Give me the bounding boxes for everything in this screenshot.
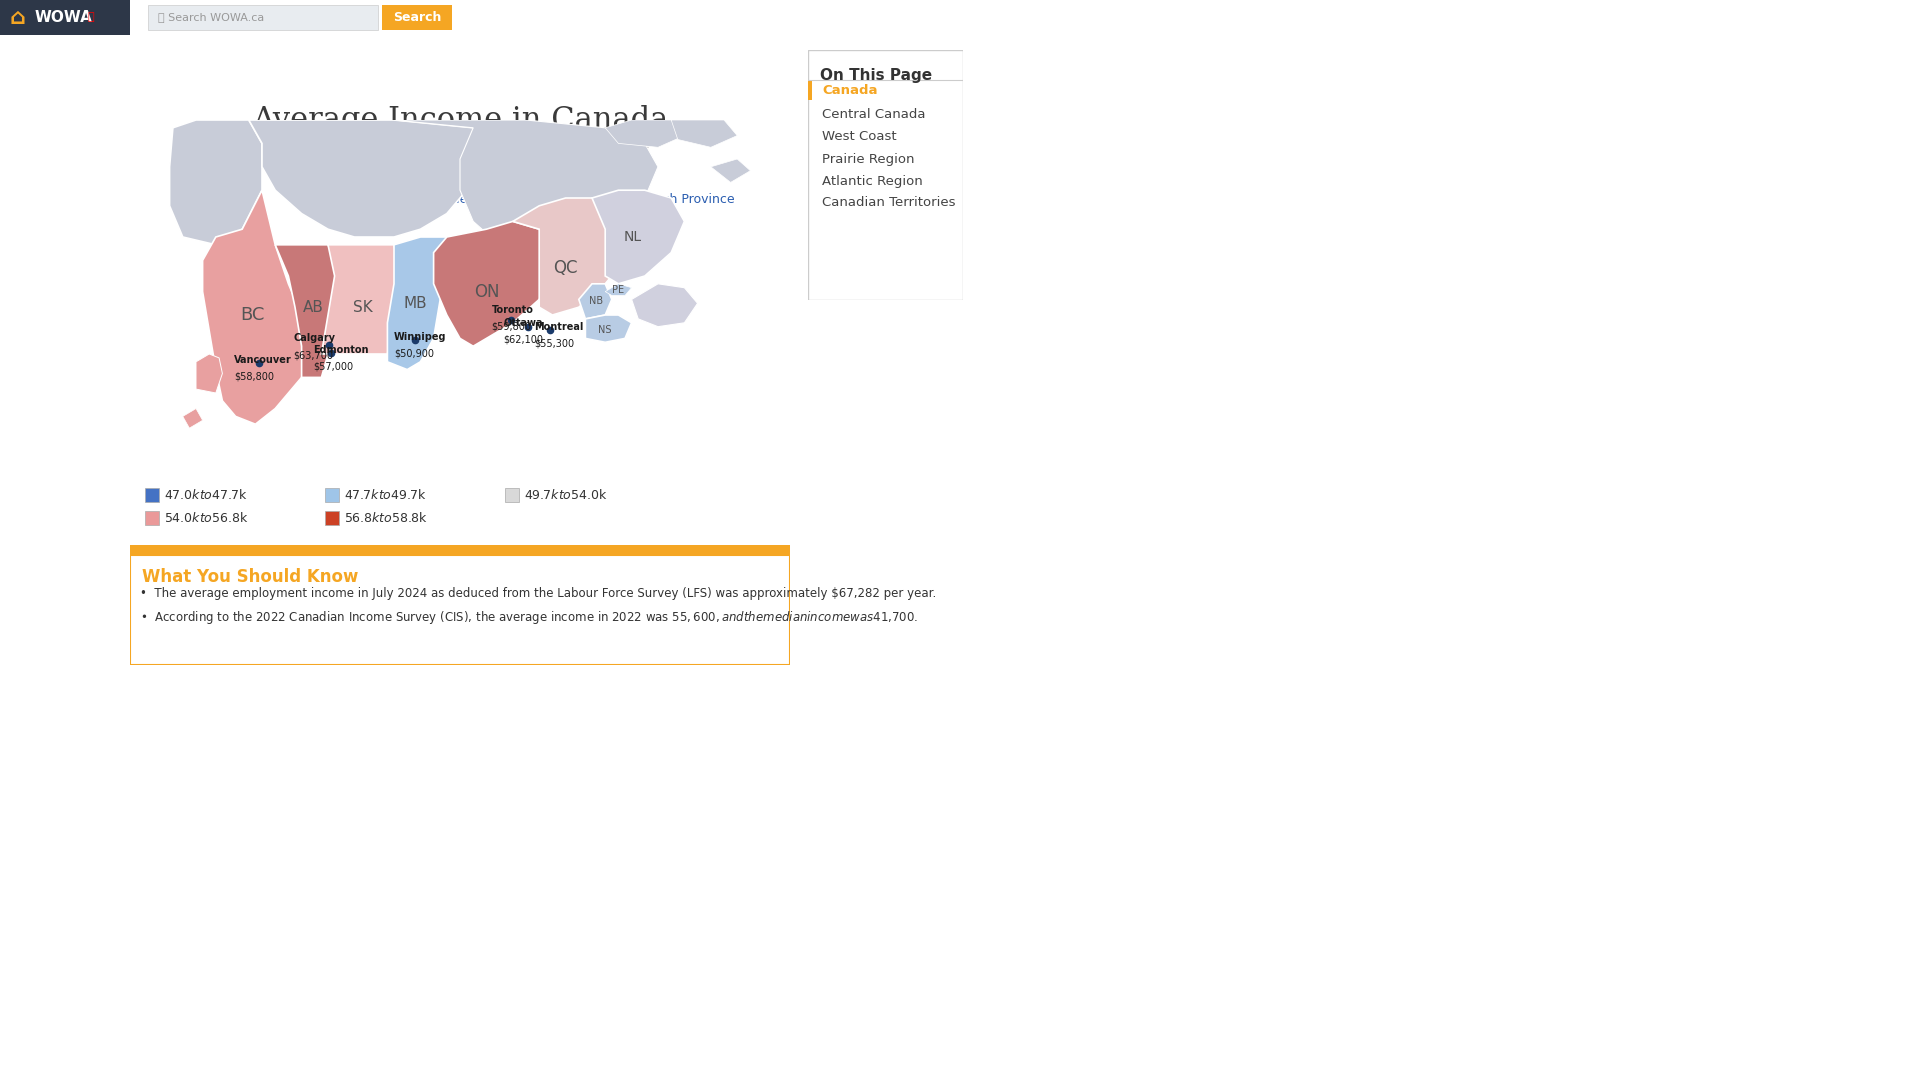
Bar: [0, 0, 131, 35]
Polygon shape: [586, 315, 632, 342]
Text: West Coast: West Coast: [822, 131, 897, 144]
Text: Search: Search: [394, 11, 442, 24]
Polygon shape: [394, 120, 659, 253]
Polygon shape: [275, 245, 342, 377]
Text: 🔍 Search WOWA.ca: 🔍 Search WOWA.ca: [157, 13, 265, 23]
Polygon shape: [605, 120, 684, 147]
Bar: [808, 80, 812, 100]
Polygon shape: [388, 237, 447, 369]
Text: Atlantic Region: Atlantic Region: [822, 175, 924, 188]
Text: $63,700: $63,700: [294, 350, 332, 360]
Text: NB: NB: [589, 296, 603, 307]
Text: 🍁: 🍁: [86, 13, 94, 23]
Bar: [146, 511, 159, 525]
Text: $59,800: $59,800: [492, 322, 532, 332]
Bar: [131, 545, 789, 555]
Text: Canadian Territories: Canadian Territories: [822, 197, 956, 210]
Text: $50,900: $50,900: [394, 349, 434, 359]
Text: On This Page: On This Page: [820, 68, 931, 83]
Text: $58,800: $58,800: [234, 372, 275, 381]
Polygon shape: [250, 120, 486, 237]
Text: NL: NL: [624, 230, 641, 244]
Polygon shape: [672, 120, 737, 147]
Bar: [324, 511, 340, 525]
Bar: [324, 488, 340, 502]
Text: ON: ON: [474, 283, 499, 300]
Polygon shape: [591, 190, 684, 284]
Polygon shape: [578, 284, 612, 319]
Text: Vancouver: Vancouver: [234, 355, 292, 365]
Text: $57,000: $57,000: [313, 362, 353, 372]
Text: ⌂: ⌂: [10, 8, 25, 27]
Text: NS: NS: [599, 325, 612, 335]
Polygon shape: [169, 120, 261, 245]
Polygon shape: [710, 159, 751, 183]
Text: •  The average employment income in July 2024 as deduced from the Labour Force S: • The average employment income in July …: [140, 588, 937, 600]
Text: Average Income in Canada: Average Income in Canada: [252, 105, 668, 136]
Text: MB: MB: [403, 296, 426, 311]
Text: •  According to the 2022 Canadian Income Survey (CIS), the average income in 202: • According to the 2022 Canadian Income …: [140, 609, 918, 626]
Polygon shape: [182, 408, 204, 428]
Text: Winnipeg: Winnipeg: [394, 333, 447, 342]
Text: $49.7k to $54.0k: $49.7k to $54.0k: [524, 488, 609, 502]
Text: Central Canada: Central Canada: [822, 108, 925, 121]
Text: $56.8k to $58.8k: $56.8k to $58.8k: [344, 511, 428, 525]
Text: $47.0k to $47.7k: $47.0k to $47.7k: [163, 488, 248, 502]
Text: Ottawa: Ottawa: [503, 318, 543, 328]
Text: QC: QC: [553, 259, 578, 278]
Bar: [382, 5, 451, 30]
Text: 🇨🇦  WOWA • Simply Know Your Options: 🇨🇦 WOWA • Simply Know Your Options: [338, 160, 582, 173]
Bar: [146, 488, 159, 502]
Polygon shape: [513, 198, 632, 315]
Polygon shape: [605, 284, 632, 296]
Text: Interactive Map - Average Income in Large Cities: Interactive Map - Average Income in Larg…: [296, 175, 601, 189]
Text: $55,300: $55,300: [534, 338, 574, 349]
Text: PE: PE: [612, 285, 624, 295]
Text: Hover Over Province for Median and Average Income in each Province: Hover Over Province for Median and Avera…: [296, 192, 735, 205]
Polygon shape: [196, 354, 223, 393]
Text: Montreal: Montreal: [534, 322, 584, 332]
Text: Edmonton: Edmonton: [313, 346, 369, 355]
Text: $47.7k to $49.7k: $47.7k to $49.7k: [344, 488, 426, 502]
Text: WOWA: WOWA: [35, 10, 92, 25]
Bar: [148, 5, 378, 30]
Text: Loans ▾   Savings ▾   Taxes ▾   Real Estate ▾   Mortgages ▾   Data ▾   About Us : Loans ▾ Savings ▾ Taxes ▾ Real Estate ▾ …: [1457, 13, 1889, 23]
Text: Canada: Canada: [822, 83, 877, 96]
Text: AB: AB: [303, 299, 324, 314]
Polygon shape: [632, 284, 697, 326]
Text: Prairie Region: Prairie Region: [822, 152, 914, 165]
Polygon shape: [434, 221, 553, 347]
Text: Toronto: Toronto: [492, 305, 534, 315]
Text: SK: SK: [353, 299, 372, 314]
Text: $54.0k to $56.8k: $54.0k to $56.8k: [163, 511, 248, 525]
Text: $62,100: $62,100: [503, 335, 543, 345]
Text: Calgary: Calgary: [294, 334, 334, 343]
Bar: [505, 488, 518, 502]
Polygon shape: [204, 190, 309, 424]
Polygon shape: [321, 245, 401, 354]
Text: BC: BC: [240, 306, 265, 324]
Text: What You Should Know: What You Should Know: [142, 568, 359, 586]
Text: This Page's Content Was Last Updated: September 21, 2024: This Page's Content Was Last Updated: Se…: [271, 140, 649, 153]
